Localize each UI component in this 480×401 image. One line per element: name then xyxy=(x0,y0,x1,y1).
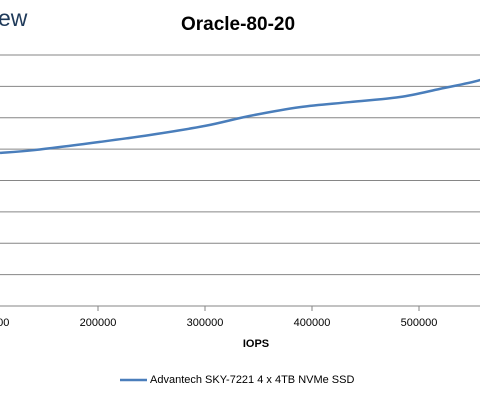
legend-label: Advantech SKY-7221 4 x 4TB NVMe SSD xyxy=(150,374,354,386)
x-tick-label: 100000 xyxy=(0,317,9,329)
x-tick-label: 500000 xyxy=(401,317,438,329)
x-tick-label: 200000 xyxy=(80,317,117,329)
plot-area xyxy=(0,78,480,155)
chart-title: Oracle-80-20 xyxy=(181,14,295,35)
data-line xyxy=(0,78,480,155)
x-axis-label: IOPS xyxy=(243,338,269,350)
x-tick-label: 400000 xyxy=(294,317,331,329)
x-tick-label: 300000 xyxy=(187,317,224,329)
logo: ew xyxy=(0,5,28,31)
